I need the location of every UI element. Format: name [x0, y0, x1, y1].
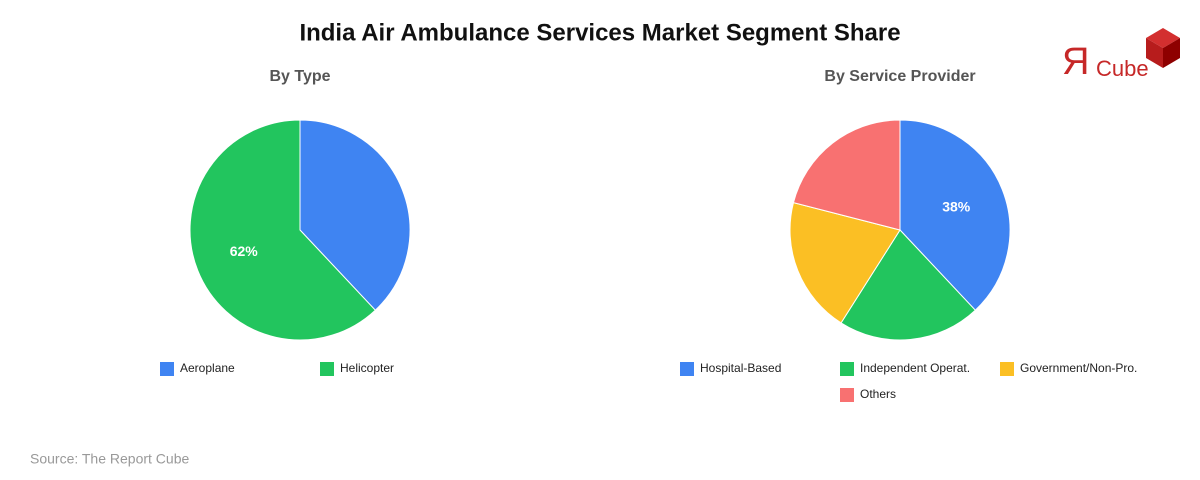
legend-label: Independent Operat.: [860, 361, 970, 375]
source: Source: The Report Cube: [30, 451, 189, 467]
legend-label: Others: [860, 387, 896, 401]
logo-mark: Я: [1062, 41, 1089, 83]
pie-slice: [792, 119, 901, 231]
pie-slice: [840, 229, 977, 341]
pie-slice: [899, 119, 1011, 311]
legend-swatch: [320, 362, 334, 376]
page-title: India Air Ambulance Services Market Segm…: [299, 19, 900, 46]
legend-swatch: [160, 362, 174, 376]
legend-label: Helicopter: [340, 361, 394, 375]
legend-label: Aeroplane: [180, 361, 235, 375]
legend-swatch: [1000, 362, 1014, 376]
slice-label: 38%: [942, 198, 971, 214]
chart-title: By Service Provider: [824, 68, 975, 85]
pie-slice: [189, 119, 377, 341]
logo-cube-left: [1146, 38, 1163, 68]
logo-text: Cube: [1096, 56, 1149, 81]
legend-label: Government/Non-Pro.: [1020, 361, 1137, 375]
legend-swatch: [680, 362, 694, 376]
slice-label: 62%: [230, 243, 259, 259]
legend-swatch: [840, 362, 854, 376]
logo-cube-right: [1163, 38, 1180, 68]
legend-swatch: [840, 388, 854, 402]
pie-slice: [789, 202, 901, 324]
logo: Я Cube: [1062, 28, 1180, 83]
chart-title: By Type: [269, 68, 330, 85]
pie-slice: [299, 119, 411, 311]
legend-label: Hospital-Based: [700, 361, 781, 375]
